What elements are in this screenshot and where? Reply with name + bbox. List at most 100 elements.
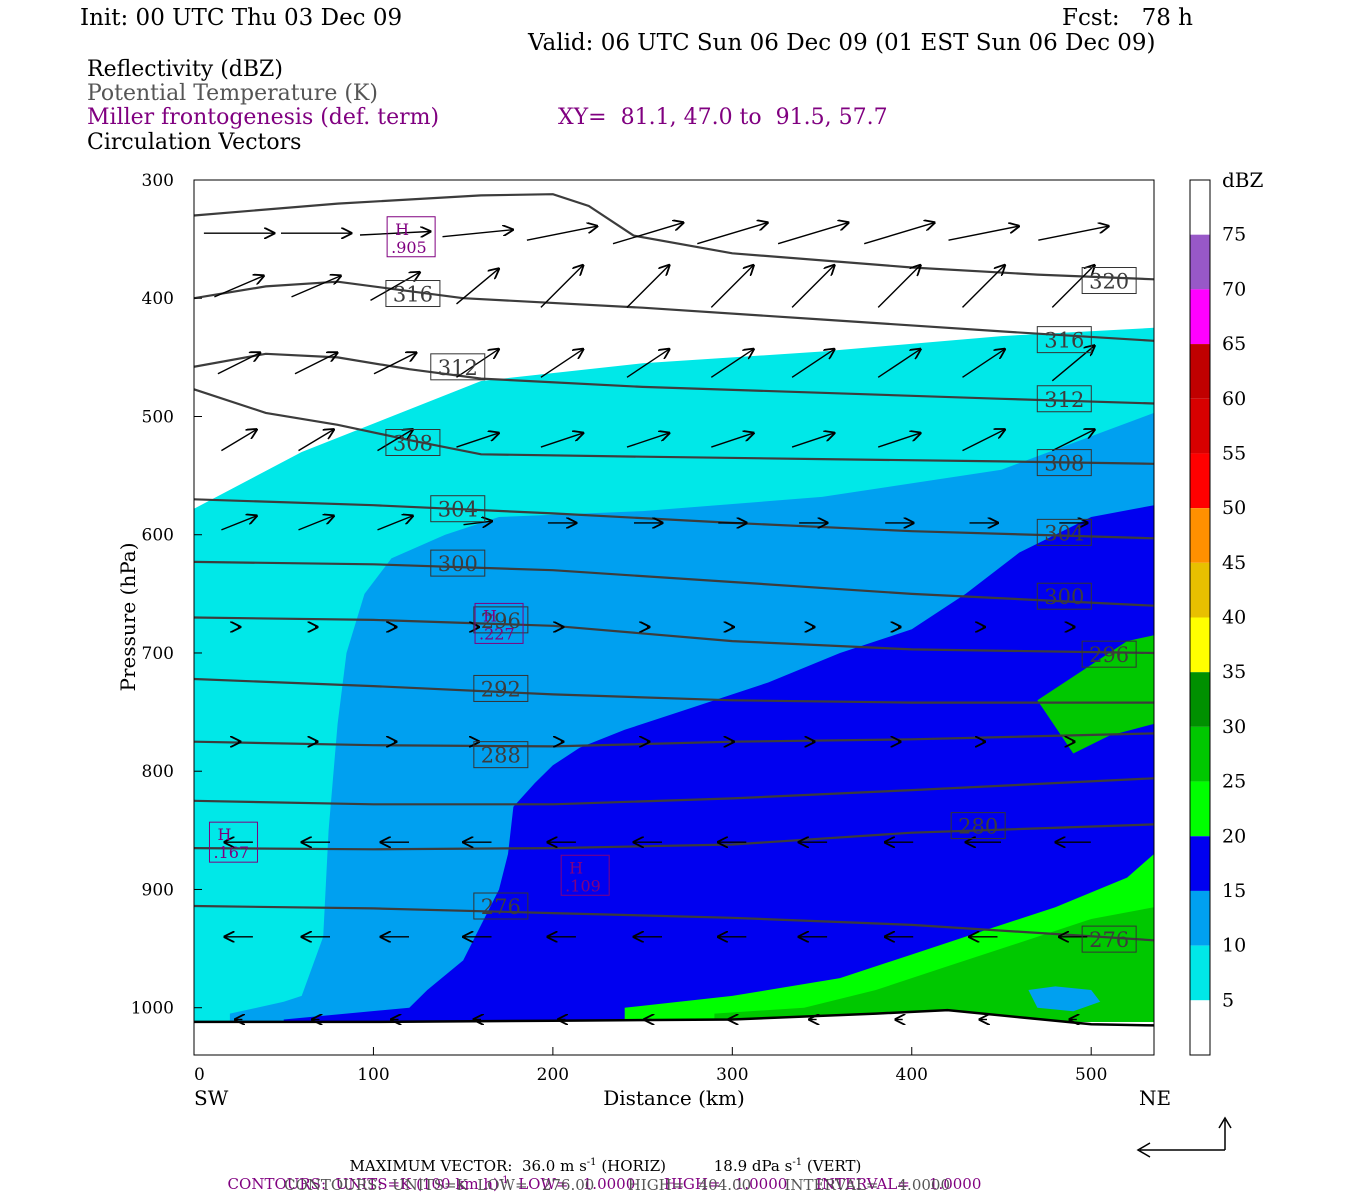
theta-label-312: 312 bbox=[430, 353, 486, 381]
circulation-vector bbox=[1051, 265, 1094, 308]
theta-label-box bbox=[1081, 640, 1137, 668]
contours-fronto-exp: -1 bbox=[498, 1175, 509, 1186]
colorbar-swatch-25 bbox=[1190, 781, 1210, 837]
circulation-vector bbox=[463, 521, 492, 525]
theta-label-text: 296 bbox=[481, 609, 521, 633]
circulation-vector bbox=[540, 349, 583, 378]
y-axis-title: Pressure (hPa) bbox=[116, 543, 140, 692]
theta-label-304: 304 bbox=[1036, 518, 1092, 546]
theta-label-box bbox=[1036, 518, 1092, 546]
field-theta: Potential Temperature (K) bbox=[87, 81, 378, 106]
vector-layer bbox=[203, 223, 1108, 1020]
theta-label-text: 292 bbox=[481, 677, 521, 701]
circulation-vector bbox=[791, 265, 834, 308]
circulation-vector bbox=[540, 433, 583, 448]
circulation-vector bbox=[962, 349, 1005, 378]
frontogenesis-h: H bbox=[569, 858, 583, 877]
colorbar-label: 25 bbox=[1222, 771, 1246, 793]
frontogenesis-h: H bbox=[217, 825, 231, 844]
theta-label-text: 300 bbox=[1044, 585, 1084, 609]
theta-label-292: 292 bbox=[473, 674, 529, 702]
theta-label-box bbox=[385, 280, 441, 308]
theta-label-280: 280 bbox=[950, 812, 1006, 840]
theta-contour-312 bbox=[194, 352, 1154, 405]
circulation-vector bbox=[1051, 346, 1094, 382]
cross-section-endpoints: XY= 81.1, 47.0 to 91.5, 57.7 bbox=[558, 105, 888, 130]
max-vector-label: MAXIMUM VECTOR: bbox=[349, 1157, 513, 1175]
theta-contour-292 bbox=[194, 677, 1154, 704]
circulation-vector bbox=[456, 349, 499, 378]
circulation-vector bbox=[221, 430, 256, 452]
x-axis-title: Distance (km) bbox=[603, 1086, 745, 1110]
frontogenesis-value: .227 bbox=[479, 624, 515, 643]
circulation-vector bbox=[711, 433, 753, 448]
circulation-vector bbox=[626, 433, 669, 448]
frontogenesis-box bbox=[386, 216, 436, 258]
theta-label-text: 312 bbox=[438, 356, 478, 380]
max-vector-vert-suffix: (VERT) bbox=[802, 1157, 862, 1175]
circulation-vector bbox=[377, 430, 413, 452]
circulation-vector bbox=[791, 433, 834, 448]
terrain-line bbox=[194, 1008, 1154, 1027]
frontogenesis-max: H.905 bbox=[386, 216, 436, 258]
circulation-vector bbox=[298, 516, 334, 531]
frontogenesis-max: H.227 bbox=[474, 602, 524, 644]
y-tick-label: 1000 bbox=[131, 999, 174, 1019]
colorbar-frame bbox=[1189, 179, 1211, 1056]
x-tick-label: 400 bbox=[896, 1065, 928, 1085]
frontogenesis-max: H.167 bbox=[208, 821, 258, 863]
circulation-vector bbox=[948, 226, 1019, 241]
circulation-vector bbox=[526, 226, 597, 241]
y-tick-label: 600 bbox=[142, 526, 174, 546]
colorbar-swatch-75 bbox=[1190, 234, 1210, 290]
theta-label-text: 296 bbox=[1089, 643, 1129, 667]
theta-label-box bbox=[950, 812, 1006, 840]
colorbar-swatch-40 bbox=[1190, 617, 1210, 673]
colorbar-swatch-55 bbox=[1190, 453, 1210, 509]
theta-label-text: 316 bbox=[1044, 329, 1084, 353]
circulation-vector bbox=[291, 276, 341, 298]
theta-label-box bbox=[430, 549, 486, 577]
circulation-vector bbox=[294, 353, 337, 375]
theta-label-308: 308 bbox=[385, 429, 441, 456]
frontogenesis-value: .905 bbox=[391, 238, 427, 257]
colorbar-label: 35 bbox=[1222, 661, 1246, 683]
theta-label-text: 304 bbox=[1044, 521, 1084, 545]
y-tick-label: 700 bbox=[142, 644, 174, 664]
colorbar-swatch-60 bbox=[1190, 398, 1210, 454]
contours-frontogenesis: CONTOURS: UNITS=K (100 km h)-1 LOW= 1.00… bbox=[218, 1157, 982, 1193]
theta-label-box bbox=[430, 353, 486, 381]
frontogenesis-h: H bbox=[483, 606, 497, 625]
theta-label-text: 288 bbox=[481, 744, 521, 768]
frontogenesis-box bbox=[208, 821, 258, 863]
circulation-vector bbox=[373, 353, 416, 375]
theta-contour-308 bbox=[194, 388, 1154, 465]
circulation-vector bbox=[962, 265, 1005, 308]
reference-vector-icon bbox=[1136, 1116, 1232, 1158]
circulation-vector bbox=[298, 430, 334, 452]
field-reflectivity: Reflectivity (dBZ) bbox=[87, 57, 283, 82]
theta-label-296: 296 bbox=[473, 606, 529, 634]
x-tick-label: 0 bbox=[194, 1065, 205, 1085]
y-tick-label: 400 bbox=[142, 289, 174, 309]
theta-label-text: 308 bbox=[393, 432, 433, 456]
theta-label-box bbox=[385, 429, 441, 456]
theta-label-box bbox=[473, 892, 529, 920]
frontogenesis-box bbox=[474, 602, 524, 644]
max-vector-horiz-suffix: (HORIZ) bbox=[596, 1157, 667, 1175]
theta-label-text: 312 bbox=[1044, 388, 1084, 412]
colorbar-swatch-65 bbox=[1190, 344, 1210, 399]
max-vector-line: MAXIMUM VECTOR: 36.0 m s-1 (HORIZ) 18.9 … bbox=[340, 1139, 862, 1175]
colorbar-swatch-20 bbox=[1190, 836, 1210, 891]
circulation-vector bbox=[456, 433, 499, 448]
reflectivity-region-15dbz bbox=[1028, 986, 1101, 1012]
circulation-vector bbox=[540, 265, 583, 308]
forecast-hour: Fcst: 78 h bbox=[1062, 5, 1193, 31]
colorbar-title: dBZ bbox=[1222, 168, 1264, 192]
theta-label-text: 308 bbox=[1044, 452, 1084, 476]
circulation-vector bbox=[626, 265, 669, 308]
circulation-vector bbox=[377, 516, 413, 531]
field-vectors: Circulation Vectors bbox=[87, 130, 302, 155]
contour-label-layer: 316 312 308 304 300 296 292 288 276 320 316 312 308 3… bbox=[208, 216, 1137, 953]
colorbar-swatch-15 bbox=[1190, 890, 1210, 946]
